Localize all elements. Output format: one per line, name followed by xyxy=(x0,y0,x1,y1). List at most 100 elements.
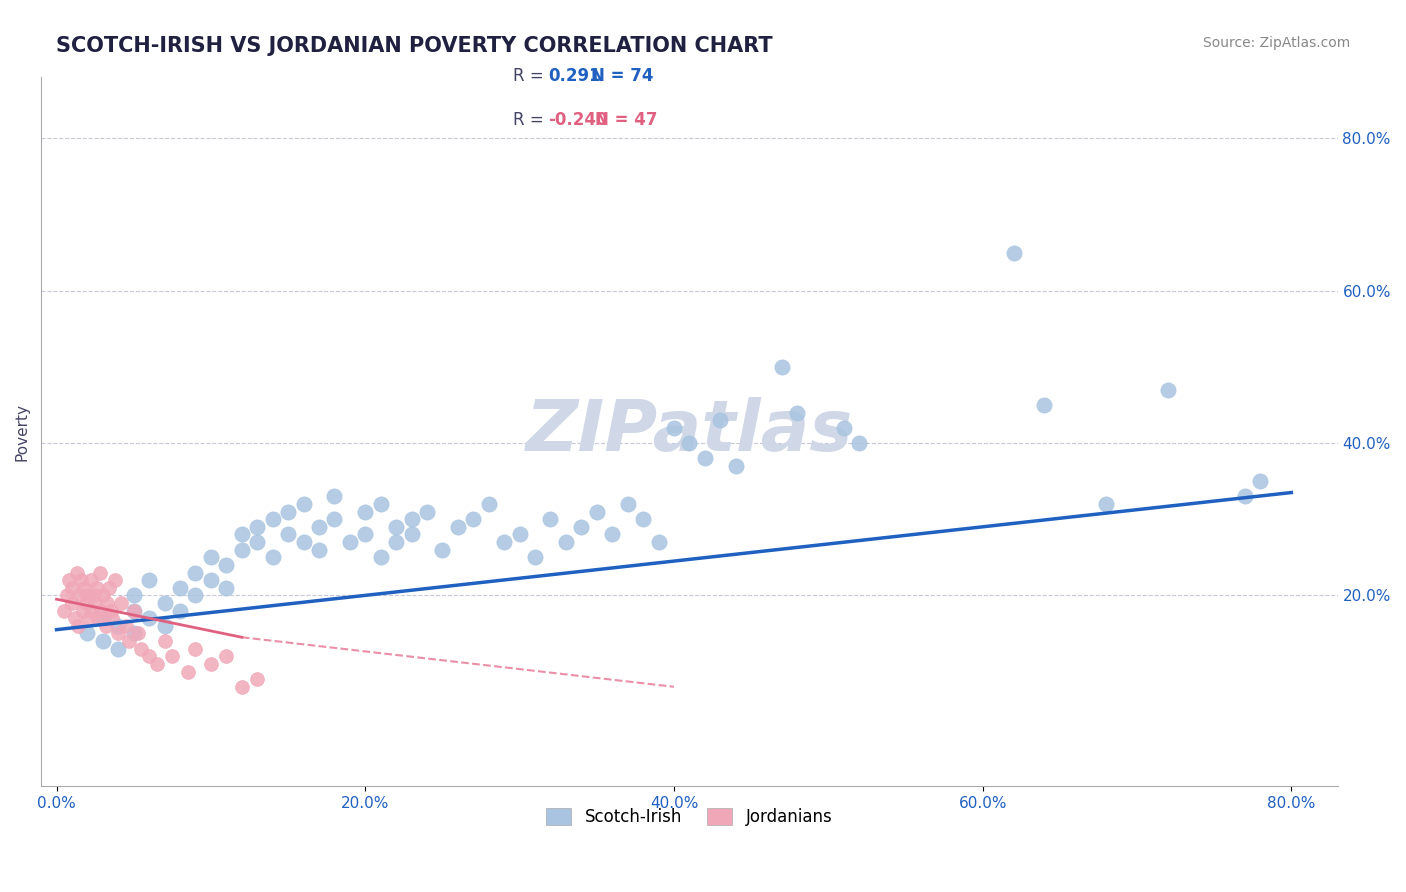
Point xyxy=(122,588,145,602)
Point xyxy=(724,458,747,473)
Point xyxy=(200,657,222,671)
Point xyxy=(107,619,129,633)
Point xyxy=(169,581,191,595)
Point xyxy=(509,527,531,541)
Point xyxy=(76,626,98,640)
Point xyxy=(70,573,93,587)
Point xyxy=(709,413,731,427)
Point xyxy=(1002,245,1025,260)
Point xyxy=(215,581,238,595)
Point xyxy=(146,657,169,671)
Point xyxy=(554,535,576,549)
Point xyxy=(494,535,516,549)
Point xyxy=(80,604,103,618)
Point xyxy=(104,573,127,587)
Point xyxy=(101,611,124,625)
Point xyxy=(647,535,669,549)
Text: -0.240: -0.240 xyxy=(548,112,607,129)
Point xyxy=(1234,489,1257,503)
Point xyxy=(848,436,870,450)
Point xyxy=(786,406,808,420)
Point xyxy=(262,512,284,526)
Point xyxy=(153,634,176,648)
Point xyxy=(215,558,238,572)
Point xyxy=(153,619,176,633)
Point xyxy=(447,520,470,534)
Point xyxy=(262,550,284,565)
Point xyxy=(122,604,145,618)
Point xyxy=(339,535,361,549)
Text: Source: ZipAtlas.com: Source: ZipAtlas.com xyxy=(1202,36,1350,50)
Point xyxy=(463,512,485,526)
Point xyxy=(416,505,439,519)
Point xyxy=(94,619,117,633)
Point xyxy=(69,588,91,602)
Point xyxy=(354,505,377,519)
Point xyxy=(53,604,76,618)
Point xyxy=(90,604,112,618)
Point xyxy=(122,626,145,640)
Point xyxy=(678,436,700,450)
Point xyxy=(77,611,100,625)
Point xyxy=(60,581,83,595)
Point xyxy=(56,588,79,602)
Point xyxy=(79,573,101,587)
Text: N = 74: N = 74 xyxy=(591,67,652,85)
Point xyxy=(323,489,346,503)
Point xyxy=(138,573,160,587)
Point xyxy=(231,542,253,557)
Point xyxy=(127,626,149,640)
Point xyxy=(401,512,423,526)
Point xyxy=(600,527,623,541)
Point xyxy=(292,535,315,549)
Point xyxy=(153,596,176,610)
Point xyxy=(277,527,299,541)
Point xyxy=(308,542,330,557)
Point xyxy=(89,566,111,580)
Point xyxy=(96,596,118,610)
Point xyxy=(60,596,83,610)
Point xyxy=(91,611,114,625)
Point xyxy=(354,527,377,541)
Point xyxy=(86,581,108,595)
Point xyxy=(91,588,114,602)
Point xyxy=(98,581,121,595)
Point xyxy=(569,520,592,534)
Point xyxy=(1033,398,1056,412)
Point xyxy=(693,451,716,466)
Point xyxy=(91,634,114,648)
Point xyxy=(162,649,184,664)
Point xyxy=(75,596,97,610)
Point xyxy=(100,604,122,618)
Point xyxy=(524,550,547,565)
Point xyxy=(184,566,207,580)
Text: SCOTCH-IRISH VS JORDANIAN POVERTY CORRELATION CHART: SCOTCH-IRISH VS JORDANIAN POVERTY CORREL… xyxy=(56,36,773,55)
Point xyxy=(184,588,207,602)
Point xyxy=(246,520,269,534)
Point xyxy=(432,542,454,557)
Point xyxy=(246,535,269,549)
Point xyxy=(118,634,141,648)
Point xyxy=(292,497,315,511)
Legend: Scotch-Irish, Jordanians: Scotch-Irish, Jordanians xyxy=(538,799,841,834)
Point xyxy=(200,550,222,565)
Point xyxy=(107,641,129,656)
Y-axis label: Poverty: Poverty xyxy=(15,402,30,460)
Point xyxy=(72,604,94,618)
Point xyxy=(1095,497,1118,511)
Point xyxy=(277,505,299,519)
Point xyxy=(73,581,96,595)
Point xyxy=(215,649,238,664)
Point xyxy=(138,649,160,664)
Point xyxy=(385,535,408,549)
Point xyxy=(631,512,654,526)
Point xyxy=(770,359,793,374)
Point xyxy=(110,596,132,610)
Point xyxy=(177,665,200,679)
Point xyxy=(115,619,138,633)
Point xyxy=(63,611,86,625)
Point xyxy=(585,505,607,519)
Point xyxy=(200,573,222,587)
Text: N = 47: N = 47 xyxy=(595,112,657,129)
Point xyxy=(83,588,105,602)
